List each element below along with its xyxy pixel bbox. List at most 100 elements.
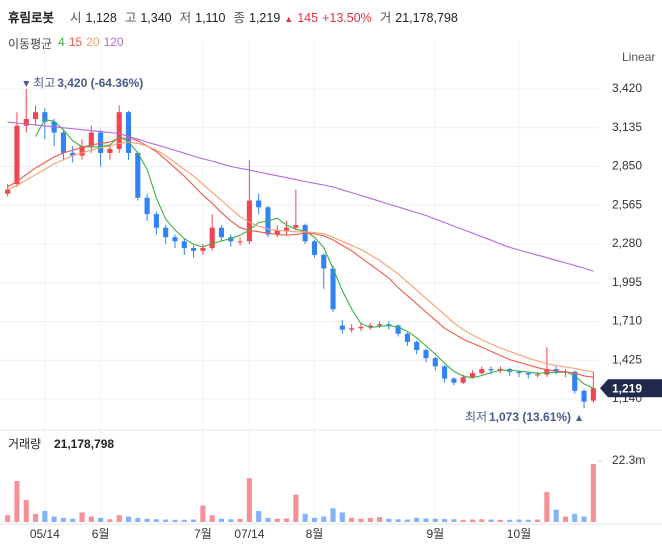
volume-bar [14,480,20,522]
ma-label: 이동평균 [8,37,53,51]
volume-bar [395,519,401,522]
header: 휴림로봇 시 1,128 고 1,340 저 1,110 종 1,219 ▲ 145 +… [8,7,458,26]
candle-body [274,230,280,235]
candle-body [349,328,355,330]
x-tick-label: 07/14 [234,527,264,541]
change-arrow: ▲ [284,14,294,24]
ma-line [7,121,594,272]
volume-bar [116,515,122,522]
volume-bar [293,494,299,522]
candle-body [32,112,39,119]
volume-bar [590,464,596,522]
candle-body [256,200,262,208]
volume-bar [516,519,522,522]
volume-bar [125,516,132,522]
y-tick-label: 3,135 [612,120,642,134]
candle-body [414,341,420,351]
candle-body [163,227,169,238]
candle-body [339,325,345,330]
max-label: 최고 [33,76,55,90]
volume-tick-label: 22.3m [612,453,645,467]
candle-body [479,369,485,374]
volume-bar [497,519,503,522]
volume-bar [98,517,104,522]
x-tick-label: 10월 [507,527,531,541]
min-text: 1,073 (13.61%) [489,410,571,424]
x-tick-label: 7월 [194,527,212,541]
candle-body [144,197,150,215]
volume-bar [414,517,420,522]
y-tick-label: 2,565 [612,197,642,211]
open-label: 시 [70,11,82,25]
volume-bar [339,512,345,522]
volume-bar [256,511,262,522]
min-label: 최저 [465,410,487,424]
candle-body [116,112,122,149]
change-pct: +13.50% [322,11,372,25]
volume-bar [321,516,327,522]
volume-bar [525,519,531,522]
volume-bar [479,519,485,522]
max-text: 3,420 (-64.36%) [57,76,143,90]
candle-body [535,374,541,376]
candle-body [321,254,327,269]
volume-bar [572,513,578,522]
volume-bar [191,519,197,522]
candle-body [553,369,559,372]
volume-bar [302,513,308,522]
candle-body [423,350,429,359]
candle-body [172,237,178,242]
volume-bar [562,516,569,522]
y-tick-label: 1,710 [612,314,642,328]
volume-label: 거 [379,11,392,25]
volume-bar [451,519,457,522]
volume-bar [311,517,318,522]
candle-body [246,200,252,242]
volume-bar [42,511,48,522]
volume-bar [535,519,541,522]
low-value: 1,110 [195,11,226,25]
volume-bar [218,518,225,522]
y-tick-label: 1,995 [612,275,642,289]
open-value: 1,128 [85,11,117,25]
candle-body [181,241,187,249]
candle-body [125,112,132,153]
price-badge [600,379,662,398]
legend-entry: 120 [103,35,124,49]
high-value: 1,340 [140,11,172,25]
volume-bar [107,519,113,522]
volume-bar [442,518,448,522]
volume-bar [283,518,290,522]
volume-bar [23,500,29,522]
volume-bar [386,518,392,522]
candle-body [590,388,596,401]
change: 145 [297,11,319,25]
candle-body [135,152,141,198]
volume-bar [246,478,252,522]
volume-title: 거래량 [8,437,41,451]
candle-body [228,237,234,242]
legend-entry: 20 [86,35,100,49]
candle-body [544,369,550,375]
volume-bar [330,508,336,522]
volume-bar [60,517,66,522]
volume-bar [70,518,76,522]
y-tick-label: 2,280 [612,236,642,250]
candle-body [5,189,11,194]
candle-body [23,118,29,126]
volume-bar [144,518,150,522]
volume-value: 21,178,798 [395,11,458,25]
candle-body [395,325,401,334]
volume-bar [488,519,494,522]
candle-body [432,358,438,367]
volume-bar [51,516,57,522]
close-value: 1,219 [249,11,281,25]
volume-bar [163,519,169,522]
low-label: 저 [179,11,192,25]
candle-body [283,227,290,231]
candle-body [42,112,48,122]
candle-body [469,373,476,378]
volume-bar [5,515,11,522]
